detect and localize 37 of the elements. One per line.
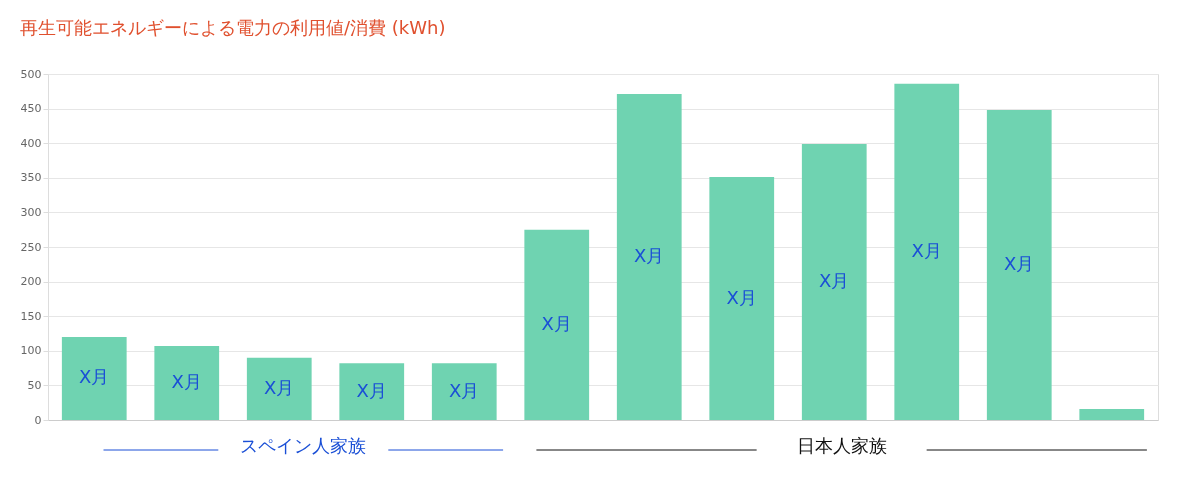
data-label: X月 bbox=[79, 366, 110, 388]
bar bbox=[524, 229, 590, 420]
y-tick-label: 500 bbox=[20, 67, 42, 81]
data-label: X月 bbox=[634, 245, 665, 267]
data-label: X月 bbox=[726, 286, 757, 308]
bar bbox=[246, 357, 312, 420]
y-tick-label: 150 bbox=[20, 309, 42, 323]
y-tick-label: 50 bbox=[27, 378, 42, 392]
bar bbox=[801, 143, 867, 420]
data-label: X月 bbox=[171, 370, 202, 392]
bar bbox=[1079, 408, 1145, 420]
chart-title: 再生可能エネルギーによる電力の利用値/消費 (kWh) bbox=[20, 17, 446, 38]
text: スペイン人家族 bbox=[240, 435, 367, 456]
data-label: X月 bbox=[264, 376, 295, 398]
bar bbox=[709, 177, 775, 420]
data-label: X月 bbox=[356, 379, 387, 401]
y-tick-label: 450 bbox=[20, 102, 42, 116]
data-label: X月 bbox=[911, 239, 942, 261]
y-tick-label: 350 bbox=[20, 171, 42, 185]
bar bbox=[616, 94, 682, 420]
data-label: X月 bbox=[819, 269, 850, 291]
text: 日本人家族 bbox=[796, 435, 887, 456]
y-tick-label: 0 bbox=[34, 413, 42, 427]
bar bbox=[986, 109, 1052, 420]
y-tick-label: 300 bbox=[20, 205, 42, 219]
bar bbox=[894, 83, 960, 420]
data-label: X月 bbox=[449, 379, 480, 401]
y-tick-label: 400 bbox=[20, 136, 42, 150]
data-label: X月 bbox=[1004, 252, 1035, 274]
y-tick-label: 100 bbox=[20, 344, 42, 358]
bar bbox=[339, 363, 405, 420]
bar bbox=[61, 336, 127, 420]
y-tick-label: 250 bbox=[20, 240, 42, 254]
bar bbox=[154, 345, 220, 420]
y-tick-label: 200 bbox=[20, 275, 42, 289]
data-label: X月 bbox=[541, 312, 572, 334]
bar bbox=[431, 363, 497, 420]
